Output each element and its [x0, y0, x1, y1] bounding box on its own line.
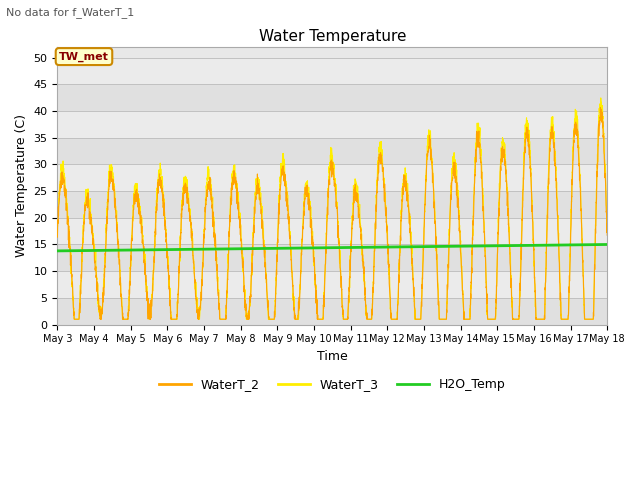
- Bar: [58, 191, 607, 218]
- Bar: [58, 84, 607, 111]
- Bar: [58, 165, 607, 191]
- Bar: [58, 244, 607, 271]
- Legend: WaterT_2, WaterT_3, H2O_Temp: WaterT_2, WaterT_3, H2O_Temp: [154, 373, 510, 396]
- Y-axis label: Water Temperature (C): Water Temperature (C): [15, 114, 28, 257]
- X-axis label: Time: Time: [317, 350, 348, 363]
- Text: TW_met: TW_met: [59, 51, 109, 62]
- Bar: [58, 218, 607, 244]
- Bar: [58, 298, 607, 324]
- Title: Water Temperature: Water Temperature: [259, 29, 406, 44]
- Bar: [58, 58, 607, 84]
- Bar: [58, 271, 607, 298]
- Text: No data for f_WaterT_1: No data for f_WaterT_1: [6, 7, 134, 18]
- Bar: [58, 138, 607, 165]
- Bar: [58, 111, 607, 138]
